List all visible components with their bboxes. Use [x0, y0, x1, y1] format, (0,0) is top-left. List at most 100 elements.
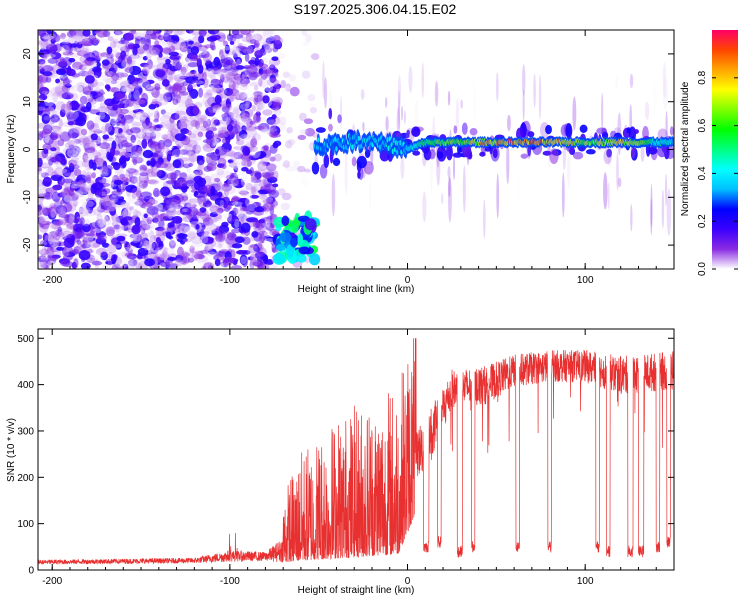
spectrogram-streak — [460, 99, 463, 110]
spectrogram-noise-cell — [151, 217, 159, 224]
spectrogram-noise-cell — [99, 196, 111, 205]
spectrogram-noise-cell — [113, 214, 120, 226]
spectrogram-noise-cell — [95, 86, 101, 92]
spectrogram-noise-cell — [118, 142, 124, 150]
spectrogram-noise-cell — [177, 71, 190, 78]
spectrogram-noise-cell — [45, 191, 51, 199]
spectrogram-tone-track — [332, 146, 335, 152]
spectrogram-noise-cell — [167, 124, 176, 134]
spectrogram-noise-cell — [98, 191, 106, 196]
spectrogram-noise-cell — [104, 123, 113, 133]
spectrogram-noise-cell — [132, 158, 138, 166]
spectrogram-noise-cell — [106, 151, 111, 160]
spectrogram-noise-cell — [270, 132, 281, 138]
spectrogram-noise-cell — [38, 166, 43, 172]
spectrogram-noise-cell — [73, 56, 86, 61]
spectrogram-noise-cell — [182, 64, 189, 72]
spectrogram-xlabel: Height of straight line (km) — [298, 284, 415, 295]
spectrogram-streak — [473, 81, 477, 125]
spectrogram-streak — [533, 73, 536, 108]
spectrogram-noise-cell — [155, 236, 161, 244]
spectrogram-noise-cell — [40, 208, 47, 214]
spectrogram-noise-cell — [162, 247, 168, 258]
spectrogram-noise-cell — [116, 251, 126, 260]
spectrogram-streak — [441, 192, 444, 205]
spectrogram-noise-cell — [83, 63, 94, 71]
spectrogram-noise-cell — [96, 151, 102, 158]
spectrogram-noise-cell — [187, 62, 199, 68]
spectrogram-noise-cell — [211, 209, 222, 215]
spectrogram-noise-cell — [165, 92, 173, 98]
spectrogram-noise-cell — [249, 39, 257, 45]
spectrogram-noise-cell — [282, 160, 291, 168]
spectrogram-ytick-label: 0 — [22, 146, 33, 152]
spectrogram-noise-cell — [202, 95, 214, 106]
spectrogram-noise-cell — [139, 232, 149, 240]
spectrogram-streak — [629, 73, 634, 89]
spectrogram-noise-cell — [253, 85, 259, 91]
spectrogram-noise-cell — [145, 128, 157, 137]
spectrogram-noise-cell — [43, 148, 49, 155]
spectrogram-noise-cell — [83, 154, 95, 160]
spectrogram-noise-cell — [62, 77, 70, 88]
spectrogram-noise-cell — [224, 79, 230, 84]
spectrogram-streak — [615, 74, 619, 89]
spectrogram-noise-cell — [140, 191, 152, 199]
spectrogram-noise-cell — [178, 107, 188, 118]
spectrogram-noise-cell — [219, 199, 225, 207]
spectrogram-noise-cell — [214, 94, 222, 105]
spectrogram-noise-cell — [217, 243, 223, 249]
spectrogram-noise-cell — [260, 57, 269, 64]
spectrogram-noise-cell — [238, 249, 243, 255]
spectrogram-noise-cell — [274, 37, 284, 44]
spectrogram-noise-cell — [129, 54, 140, 59]
spectrogram-xtick-label: 100 — [577, 275, 594, 286]
spectrogram-noise-cell — [185, 30, 194, 34]
spectrogram-noise-cell — [104, 188, 111, 194]
spectrogram-noise-cell — [264, 183, 277, 193]
spectrogram-noise-cell — [224, 204, 232, 210]
spectrogram-noise-cell — [203, 78, 209, 89]
spectrogram-noise-cell — [84, 241, 93, 248]
spectrogram-tone-halo — [585, 149, 596, 155]
spectrogram-noise-cell — [303, 118, 314, 125]
spectrogram-noise-cell — [287, 125, 294, 134]
spectrogram-noise-cell — [129, 206, 134, 211]
spectrogram-noise-cell — [123, 224, 129, 231]
spectrogram-noise-cell — [205, 148, 212, 156]
spectrogram-noise-cell — [234, 219, 240, 229]
spectrogram-tone-halo — [356, 155, 367, 169]
spectrogram-noise-cell — [83, 144, 92, 149]
spectrogram-noise-cell — [178, 118, 190, 123]
spectrogram-noise-cell — [301, 70, 311, 79]
spectrogram-noise-cell — [161, 134, 169, 139]
spectrogram-streak — [561, 172, 565, 218]
spectrogram-noise-cell — [176, 119, 182, 130]
spectrogram-noise-cell — [156, 62, 168, 71]
spectrogram-noise-cell — [214, 258, 221, 267]
spectrogram-noise-cell — [309, 107, 318, 114]
spectrogram-noise-cell — [253, 114, 262, 124]
snr-ytick-label: 200 — [17, 473, 34, 484]
spectrogram-noise-cell — [82, 85, 91, 93]
spectrogram-noise-cell — [260, 69, 268, 80]
spectrogram-streak — [630, 204, 633, 232]
spectrogram-noise-cell — [75, 218, 82, 223]
spectrogram-burst-cell — [290, 237, 297, 248]
spectrogram-noise-cell — [81, 209, 89, 217]
spectrogram-noise-cell — [186, 147, 192, 158]
spectrogram-streak — [414, 99, 419, 126]
spectrogram-noise-cell — [119, 173, 126, 179]
spectrogram-noise-cell — [93, 39, 99, 46]
spectrogram-noise-cell — [67, 140, 75, 146]
spectrogram-tone-halo — [328, 108, 333, 120]
spectrogram-noise-cell — [75, 229, 85, 238]
spectrogram-noise-cell — [131, 187, 142, 196]
spectrogram-noise-cell — [68, 215, 76, 224]
spectrogram-noise-cell — [165, 58, 171, 65]
spectrogram-noise-cell — [231, 243, 243, 249]
spectrogram-noise-cell — [262, 109, 273, 116]
spectrogram-noise-cell — [213, 56, 221, 67]
spectrogram-burst-cell — [297, 233, 304, 246]
